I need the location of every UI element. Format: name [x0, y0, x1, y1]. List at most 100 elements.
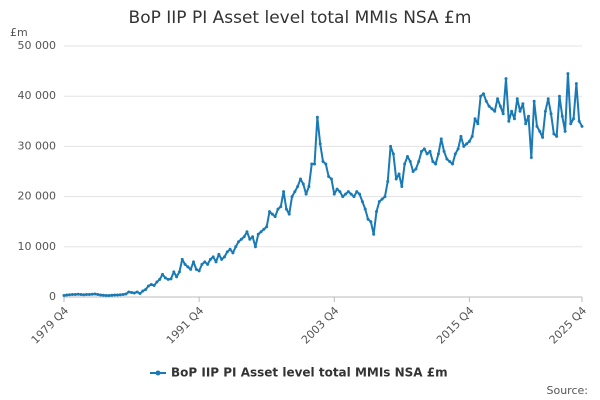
point [225, 250, 229, 254]
point [186, 265, 190, 269]
point [403, 162, 407, 166]
point [68, 293, 72, 297]
point [349, 192, 353, 196]
point [163, 276, 167, 280]
point [152, 283, 156, 287]
point [200, 262, 204, 266]
point [208, 257, 212, 261]
point [538, 129, 542, 133]
point [549, 112, 553, 116]
point [268, 210, 272, 214]
point [358, 192, 362, 196]
point [127, 290, 131, 294]
point [360, 200, 364, 204]
point [555, 134, 559, 138]
point [265, 225, 269, 229]
point [166, 277, 170, 281]
point [87, 292, 91, 296]
point [130, 290, 134, 294]
point [65, 293, 69, 297]
point [380, 197, 384, 201]
point [276, 207, 280, 211]
point [439, 137, 443, 141]
point [414, 167, 418, 171]
y-tick-label: 40 000 [18, 89, 57, 102]
point [532, 99, 536, 103]
point [411, 170, 415, 173]
point [524, 122, 528, 126]
point [183, 262, 187, 266]
point [560, 114, 564, 118]
point [518, 109, 522, 113]
point [203, 260, 207, 264]
point [135, 290, 139, 294]
legend-label: BoP IIP PI Asset level total MMIs NSA £m [171, 366, 448, 380]
point [557, 94, 561, 98]
point [70, 292, 74, 296]
point [115, 293, 119, 297]
point [239, 237, 243, 241]
point [490, 107, 494, 111]
point [220, 257, 224, 261]
point [273, 215, 277, 219]
point [462, 144, 466, 148]
point [436, 152, 440, 156]
point [85, 292, 89, 296]
point [535, 124, 539, 128]
point [217, 252, 221, 256]
point [284, 207, 288, 211]
point [372, 232, 376, 236]
point [90, 292, 94, 296]
x-tick-label: 2003 Q4 [299, 304, 342, 347]
point [434, 162, 438, 166]
point [498, 104, 502, 108]
x-tick-label: 2015 Q4 [434, 304, 477, 347]
point [363, 207, 367, 211]
point [107, 293, 111, 297]
point [344, 192, 348, 196]
point [242, 235, 246, 239]
point [192, 260, 195, 264]
y-unit: £m [10, 26, 28, 39]
point [394, 177, 398, 181]
point [501, 112, 505, 116]
point [493, 109, 497, 113]
point [383, 195, 387, 199]
point [253, 245, 257, 249]
point [324, 162, 328, 166]
point [386, 180, 390, 184]
point [318, 142, 322, 146]
point [541, 135, 545, 139]
point [104, 293, 108, 297]
legend-marker [155, 370, 161, 376]
point [270, 212, 274, 216]
point [487, 104, 491, 108]
x-tick-label: 2025 Q4 [547, 304, 590, 347]
point [321, 159, 325, 163]
point [563, 129, 567, 133]
y-tick-label: 30 000 [18, 139, 57, 152]
point [355, 190, 359, 194]
point [101, 293, 105, 297]
point [132, 291, 136, 295]
point [574, 82, 578, 86]
point [149, 282, 153, 286]
point [237, 240, 241, 244]
point [572, 117, 576, 121]
point [313, 162, 317, 166]
point [529, 155, 533, 159]
point [293, 190, 297, 194]
point [290, 195, 294, 199]
point [282, 190, 286, 194]
point [470, 134, 474, 138]
point [304, 192, 308, 196]
point [113, 293, 117, 297]
point [428, 149, 432, 153]
point [256, 232, 260, 236]
point [467, 139, 471, 143]
point [110, 293, 114, 297]
point [451, 162, 454, 166]
y-tick-label: 50 000 [18, 39, 57, 52]
point [296, 185, 300, 189]
point [507, 119, 511, 123]
